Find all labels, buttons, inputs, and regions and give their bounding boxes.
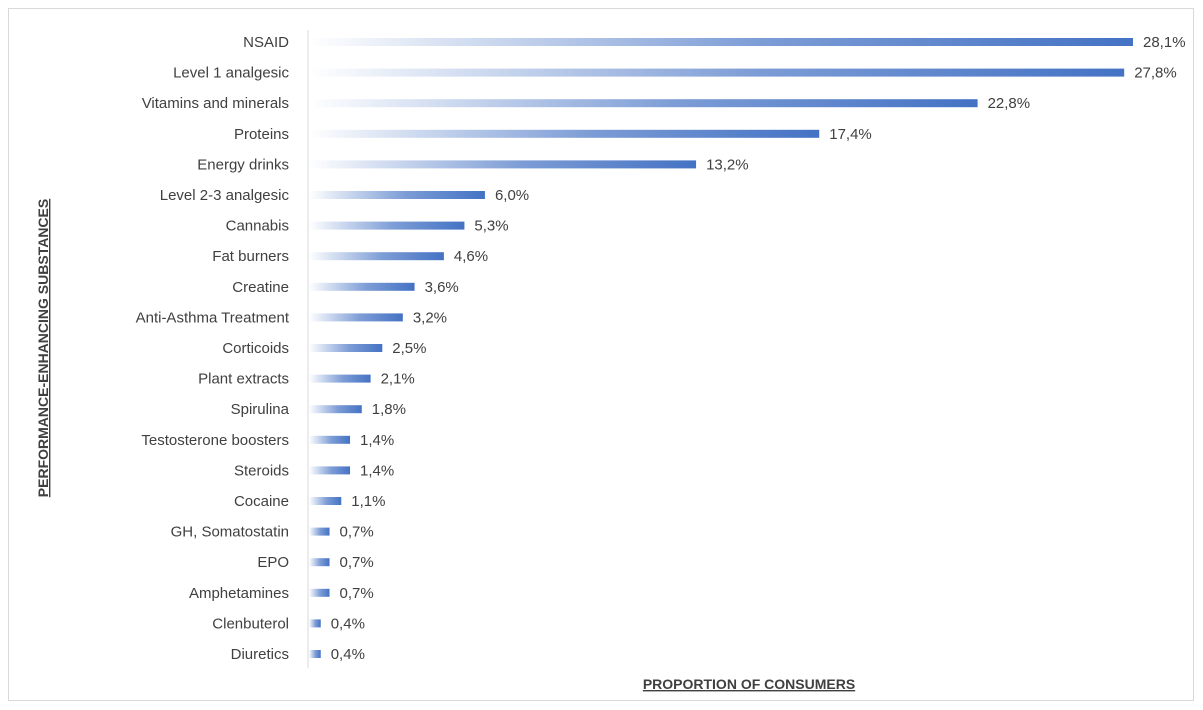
category-label: Spirulina <box>231 401 290 418</box>
category-label: Level 1 analgesic <box>173 65 289 82</box>
bar <box>309 160 697 169</box>
bar <box>309 497 342 505</box>
bar <box>309 374 371 383</box>
bar <box>309 252 444 261</box>
category-label: NSAID <box>243 34 289 51</box>
data-label: 2,5% <box>392 340 426 357</box>
category-label: Diuretics <box>231 646 289 663</box>
data-label: 6,0% <box>495 187 529 204</box>
data-label: 0,7% <box>340 554 374 571</box>
bar <box>309 129 820 138</box>
bar <box>309 558 330 567</box>
category-label: Corticoids <box>222 340 289 357</box>
bar <box>309 344 383 352</box>
data-label: 2,1% <box>381 371 415 388</box>
category-label: Fat burners <box>212 248 289 265</box>
y-axis-title: PERFORMANCE-ENHANCING SUBSTANCES <box>35 199 51 497</box>
data-label: 0,4% <box>331 615 365 632</box>
category-label: Cannabis <box>226 218 289 235</box>
data-label: 4,6% <box>454 248 488 265</box>
data-label: 1,1% <box>351 493 385 510</box>
data-label: 3,2% <box>413 309 447 326</box>
data-label: 0,4% <box>331 646 365 663</box>
data-label: 22,8% <box>988 95 1031 112</box>
bar <box>309 221 465 230</box>
category-label: Clenbuterol <box>212 615 289 632</box>
bar <box>309 313 403 322</box>
category-label: Energy drinks <box>197 156 289 173</box>
data-label: 13,2% <box>706 156 749 173</box>
data-label: 17,4% <box>829 126 872 143</box>
category-label: Level 2-3 analgesic <box>160 187 290 204</box>
category-label: Creatine <box>232 279 289 296</box>
data-label: 3,6% <box>425 279 459 296</box>
category-label: EPO <box>257 554 289 571</box>
category-label: GH, Somatostatin <box>171 524 289 541</box>
value-labels: 28,1% 27,8% 22,8% 17,4% 13,2% 6,0% 5,3% 4,6% 3,6… <box>331 34 1186 663</box>
category-label: Plant extracts <box>198 371 289 388</box>
bar <box>309 435 351 444</box>
category-label: Anti-Asthma Treatment <box>136 309 290 326</box>
data-label: 5,3% <box>474 218 508 235</box>
bar <box>309 191 485 199</box>
data-label: 1,4% <box>360 462 394 479</box>
bar <box>309 99 978 108</box>
bar <box>309 38 1133 46</box>
category-label: Steroids <box>234 462 289 479</box>
bars <box>309 38 1133 658</box>
data-label: 0,7% <box>340 524 374 541</box>
bar <box>309 650 321 658</box>
data-label: 1,8% <box>372 401 406 418</box>
category-label: Testosterone boosters <box>141 432 289 449</box>
data-label: 0,7% <box>340 585 374 602</box>
chart-frame <box>8 8 1194 701</box>
category-label: Vitamins and minerals <box>142 95 289 112</box>
category-labels: NSAID Level 1 analgesic Vitamins and miner… <box>136 34 290 663</box>
data-label: 28,1% <box>1143 34 1186 51</box>
category-label: Amphetamines <box>189 585 289 602</box>
bar <box>309 405 362 414</box>
bar <box>309 588 330 597</box>
x-axis-title: PROPORTION OF CONSUMERS <box>643 676 855 692</box>
bar <box>309 466 351 475</box>
data-label: 1,4% <box>360 432 394 449</box>
data-label: 27,8% <box>1134 65 1177 82</box>
category-label: Cocaine <box>234 493 289 510</box>
category-label: Proteins <box>234 126 289 143</box>
bar <box>309 619 321 628</box>
bar <box>309 68 1125 77</box>
bar <box>309 527 330 536</box>
bar <box>309 282 415 291</box>
